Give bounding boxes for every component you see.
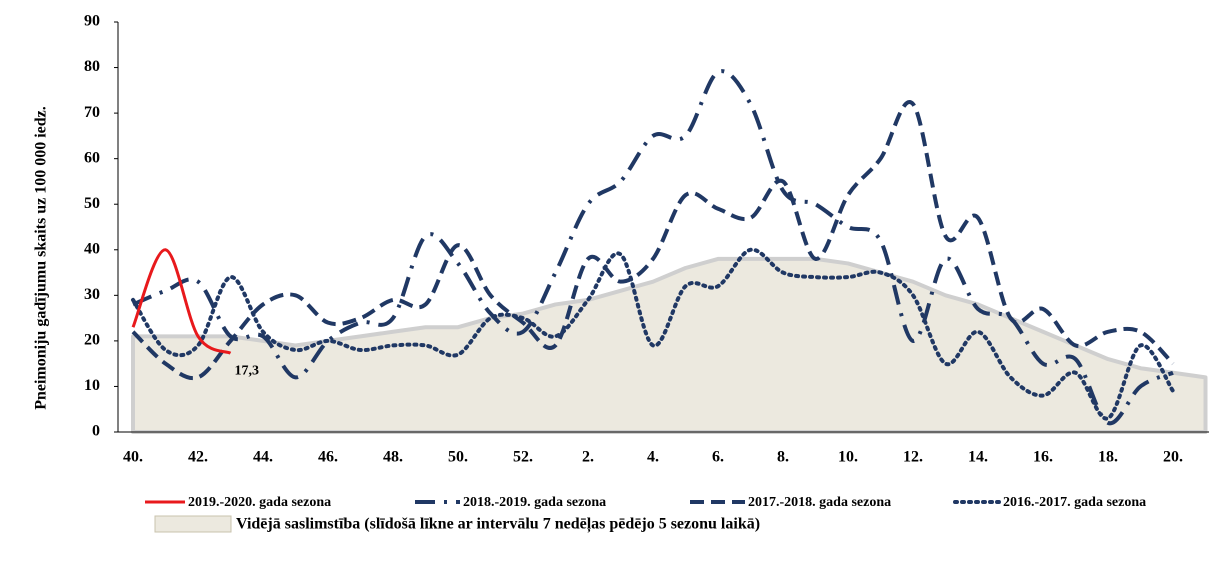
x-tick-label: 10. — [838, 449, 858, 466]
x-tick-label: 8. — [777, 449, 789, 466]
y-tick-label: 20 — [84, 332, 100, 349]
legend-label: 2019.-2020. gada sezona — [188, 495, 331, 510]
y-axis-title: Pneimoniju gadījumu skaits uz 100 000 ie… — [33, 106, 50, 410]
y-tick-label: 40 — [84, 240, 100, 257]
x-tick-label: 42. — [188, 449, 208, 466]
x-tick-label: 40. — [123, 449, 143, 466]
x-tick-label: 20. — [1163, 449, 1183, 466]
y-tick-label: 90 — [84, 13, 100, 30]
x-tick-label: 44. — [253, 449, 273, 466]
x-tick-label: 16. — [1033, 449, 1053, 466]
x-tick-label: 6. — [712, 449, 724, 466]
legend: 2019.-2020. gada sezona 2018.-2019. gada … — [145, 495, 1146, 534]
y-tick-label: 50 — [84, 195, 100, 212]
y-tick-label: 60 — [84, 149, 100, 166]
y-tick-label: 0 — [92, 423, 100, 440]
legend-label: 2018.-2019. gada sezona — [463, 495, 606, 510]
y-tick-label: 30 — [84, 286, 100, 303]
x-tick-label: 18. — [1098, 449, 1118, 466]
x-tick-label: 48. — [383, 449, 403, 466]
x-tick-label: 12. — [903, 449, 923, 466]
season-line — [131, 99, 1175, 381]
average-area — [131, 256, 1208, 434]
legend-label: 2016.-2017. gada sezona — [1003, 495, 1146, 510]
x-tick-label: 50. — [448, 449, 468, 466]
x-tick-label: 46. — [318, 449, 338, 466]
y-tick-label: 10 — [84, 377, 100, 394]
legend-swatch — [154, 515, 232, 533]
x-tick-label: 52. — [513, 449, 533, 466]
season-line — [131, 248, 232, 355]
x-tick-label: 14. — [968, 449, 988, 466]
y-tick-label: 80 — [84, 58, 100, 75]
x-tick-label: 2. — [582, 449, 594, 466]
season-line — [132, 69, 1174, 425]
y-tick-label: 70 — [84, 104, 100, 121]
season-line — [131, 247, 1175, 421]
legend-label: Vidējā saslimstība (slīdošā līkne ar int… — [236, 516, 760, 534]
data-label: 17,3 — [235, 363, 260, 378]
legend-label: 2017.-2018. gada sezona — [748, 495, 891, 510]
x-tick-label: 4. — [647, 449, 659, 466]
